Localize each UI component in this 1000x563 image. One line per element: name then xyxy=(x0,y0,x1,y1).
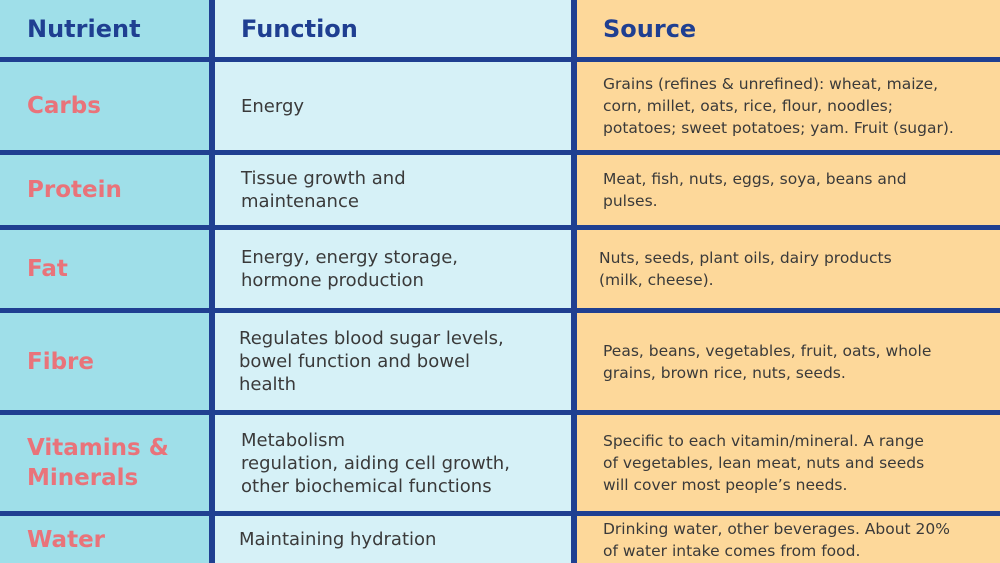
row-function: Energy xyxy=(215,62,571,150)
function-line: Regulates blood sugar levels, xyxy=(239,328,504,349)
row-function: Energy, energy storage, hormone producti… xyxy=(215,230,571,308)
source-line: of water intake comes from food. xyxy=(603,541,861,560)
function-line: Energy, energy storage, xyxy=(241,247,459,268)
source-line: (milk, cheese). xyxy=(599,271,714,289)
function-line: Tissue growth and xyxy=(241,168,406,189)
source-line: Grains (refines & unrefined): wheat, mai… xyxy=(603,75,939,93)
source-line: Specific to each vitamin/mineral. A rang… xyxy=(603,432,924,450)
function-line: Metabolism xyxy=(241,429,346,451)
nutrient-line: Protein xyxy=(27,177,122,203)
nutrient-line: Fat xyxy=(27,256,68,282)
source-line: Drinking water, other beverages. About 2… xyxy=(603,519,951,538)
row-nutrient: Vitamins & Minerals xyxy=(0,415,209,511)
source-line: Nuts, seeds, plant oils, dairy products xyxy=(599,249,892,267)
function-line: bowel function and bowel xyxy=(239,351,471,372)
row-nutrient: Protein xyxy=(0,155,209,225)
row-function: Regulates blood sugar levels, bowel func… xyxy=(215,313,571,410)
source-line: grains, brown rice, nuts, seeds. xyxy=(603,363,846,382)
nutrient-line: Vitamins & xyxy=(27,435,169,461)
header-function: Function xyxy=(215,0,571,57)
row-function: Metabolism regulation, aiding cell growt… xyxy=(215,415,571,511)
row-source: Grains (refines & unrefined): wheat, mai… xyxy=(577,62,1000,150)
row-source: Specific to each vitamin/mineral. A rang… xyxy=(577,415,1000,511)
source-line: corn, millet, oats, rice, flour, noodles… xyxy=(603,97,893,115)
nutrient-line: Carbs xyxy=(27,93,101,119)
row-source: Nuts, seeds, plant oils, dairy products … xyxy=(577,230,1000,308)
nutrient-line: Minerals xyxy=(27,465,139,491)
source-line: Meat, fish, nuts, eggs, soya, beans and xyxy=(603,170,907,188)
source-line: potatoes; sweet potatoes; yam. Fruit (su… xyxy=(603,119,954,137)
nutrient-line: Water xyxy=(27,526,106,553)
row-source: Meat, fish, nuts, eggs, soya, beans and … xyxy=(577,155,1000,225)
function-line: other biochemical functions xyxy=(241,475,492,497)
function-line: regulation, aiding cell growth, xyxy=(241,452,510,474)
function-line: maintenance xyxy=(241,191,359,212)
row-nutrient: Water xyxy=(0,516,209,563)
function-line: Energy xyxy=(241,95,305,117)
header-source: Source xyxy=(577,0,1000,57)
row-source: Peas, beans, vegetables, fruit, oats, wh… xyxy=(577,313,1000,410)
row-function: Tissue growth and maintenance xyxy=(215,155,571,225)
function-line: Maintaining hydration xyxy=(239,529,437,550)
function-line: hormone production xyxy=(241,270,424,291)
source-line: pulses. xyxy=(603,192,658,210)
row-function: Maintaining hydration xyxy=(215,516,571,563)
header-nutrient: Nutrient xyxy=(0,0,209,57)
function-line: health xyxy=(239,374,296,395)
row-nutrient: Fat xyxy=(0,230,209,308)
source-line: Peas, beans, vegetables, fruit, oats, wh… xyxy=(603,341,932,360)
source-line: will cover most people’s needs. xyxy=(603,476,848,494)
row-nutrient: Carbs xyxy=(0,62,209,150)
source-line: of vegetables, lean meat, nuts and seeds xyxy=(603,454,925,472)
nutrient-line: Fibre xyxy=(27,348,95,375)
row-nutrient: Fibre xyxy=(0,313,209,410)
row-source: Drinking water, other beverages. About 2… xyxy=(577,516,1000,563)
